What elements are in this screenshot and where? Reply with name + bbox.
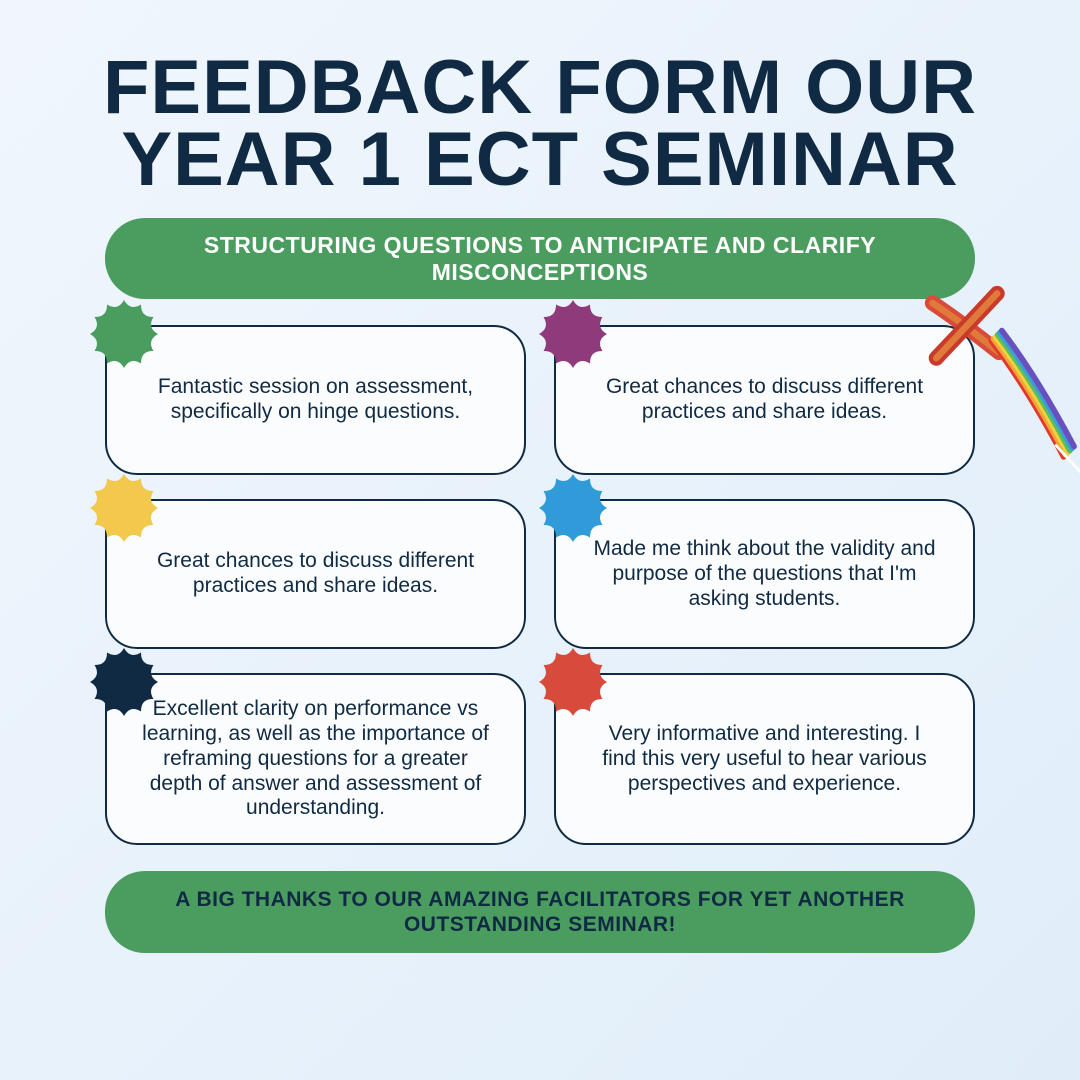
feedback-text: Made me think about the validity and pur… bbox=[590, 537, 939, 611]
starburst-icon bbox=[87, 645, 161, 719]
feedback-card: Made me think about the validity and pur… bbox=[554, 499, 975, 649]
feedback-card: Excellent clarity on performance vs lear… bbox=[105, 673, 526, 845]
feedback-text: Fantastic session on assessment, specifi… bbox=[141, 375, 490, 425]
subtitle-pill: STRUCTURING QUESTIONS TO ANTICIPATE AND … bbox=[105, 218, 975, 299]
feedback-text: Very informative and interesting. I find… bbox=[590, 722, 939, 796]
feedback-text: Great chances to discuss different pract… bbox=[141, 549, 490, 599]
feedback-grid: Fantastic session on assessment, specifi… bbox=[105, 325, 975, 845]
starburst-icon bbox=[87, 297, 161, 371]
starburst-icon bbox=[87, 471, 161, 545]
feedback-text: Great chances to discuss different pract… bbox=[590, 375, 939, 425]
feedback-card: Great chances to discuss different pract… bbox=[554, 325, 975, 475]
starburst-icon bbox=[536, 297, 610, 371]
feedback-card: Very informative and interesting. I find… bbox=[554, 673, 975, 845]
footer-pill: A BIG THANKS TO OUR AMAZING FACILITATORS… bbox=[105, 871, 975, 953]
starburst-icon bbox=[536, 471, 610, 545]
feedback-text: Excellent clarity on performance vs lear… bbox=[141, 697, 490, 821]
starburst-icon bbox=[536, 645, 610, 719]
page-title: FEEDBACK FORM OUR YEAR 1 ECT SEMINAR bbox=[0, 0, 1080, 196]
feedback-card: Great chances to discuss different pract… bbox=[105, 499, 526, 649]
feedback-card: Fantastic session on assessment, specifi… bbox=[105, 325, 526, 475]
